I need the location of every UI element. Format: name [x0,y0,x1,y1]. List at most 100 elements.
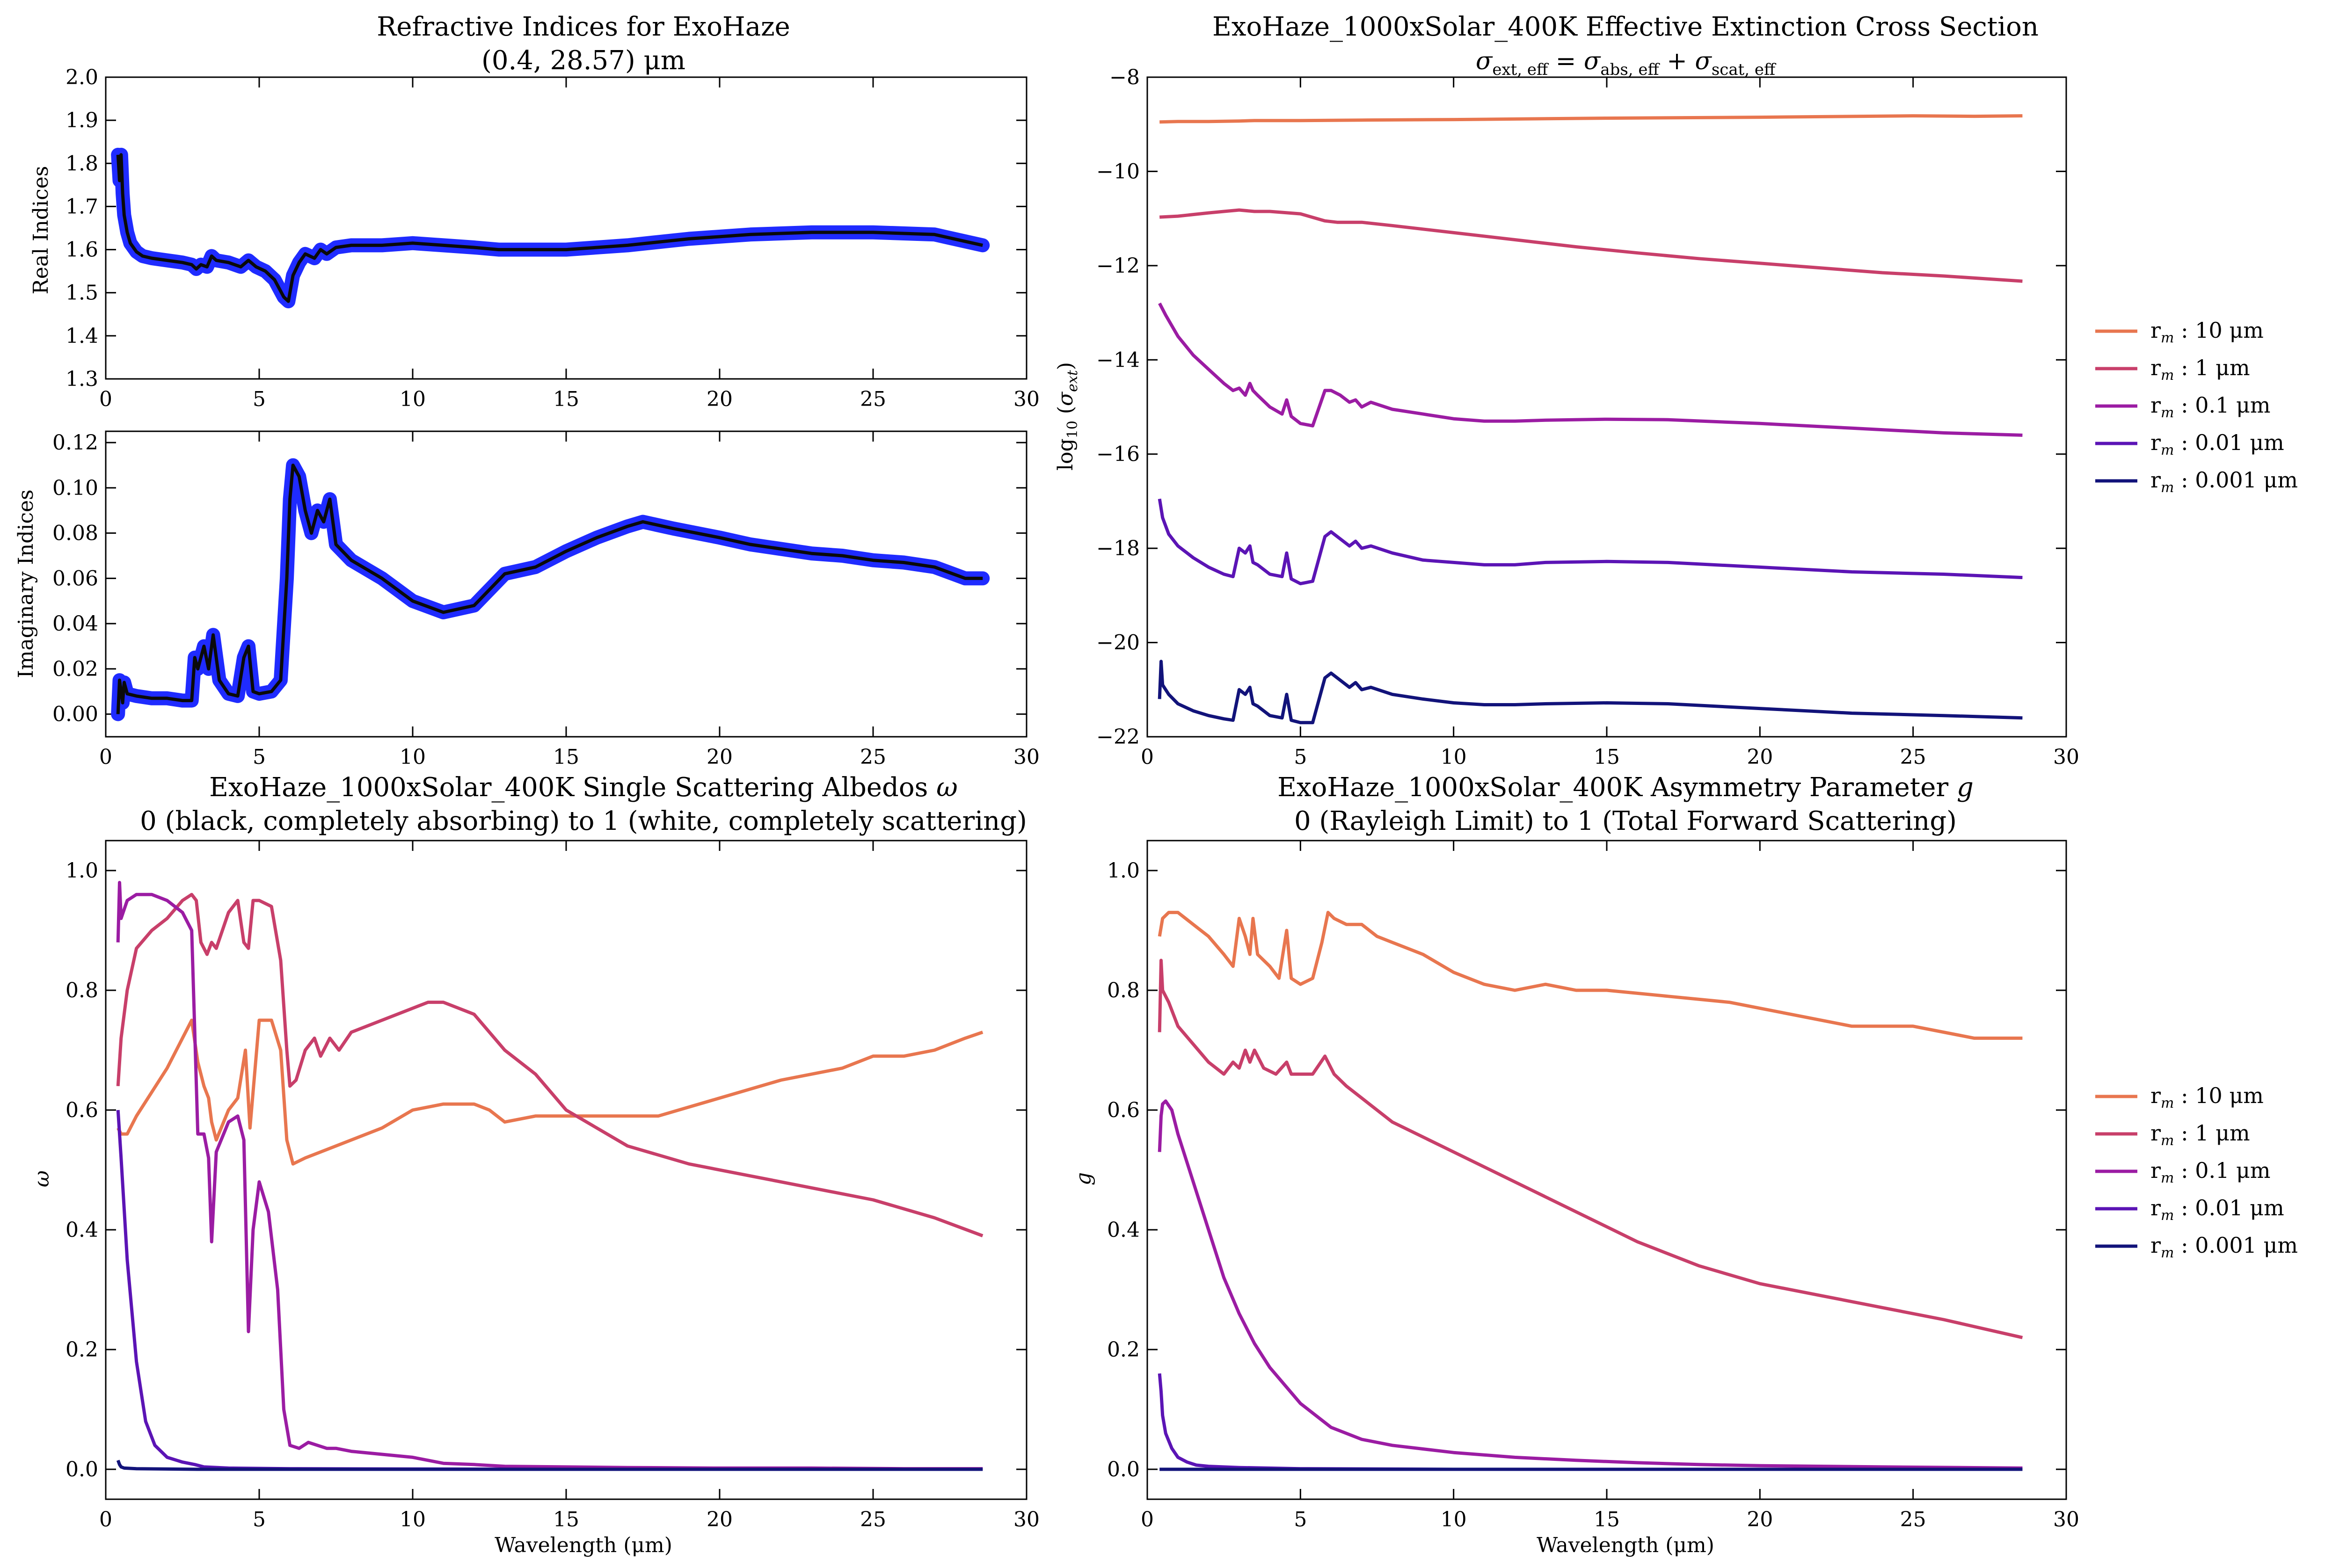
extinction-plot: 0 5 10 15 20 25 30 −22 −20 −18 −16 −14 −12 −10 −8 [1096,65,2079,769]
extinction-legend-label: : 0.1 μm [2174,392,2270,418]
albedo-ytick-label: 0.8 [66,979,98,1002]
albedo-title-text: ExoHaze_1000xSolar_400K Single Scatterin… [209,772,928,803]
extinction-ytick-label: −12 [1096,254,1140,278]
albedo-ytick-label: 0.0 [66,1458,98,1481]
extinction-xtick-label: 25 [1900,745,1926,769]
extinction-legend-sub: m [2161,367,2174,384]
asymmetry-legend-sub: m [2161,1170,2174,1186]
extinction-subtitle-eq: = [1548,47,1584,75]
albedo-ylabel: ω [30,1170,54,1187]
imaginary-indices-line [116,464,983,714]
imaginary-indices-xtick-label: 30 [1013,745,1040,769]
albedo-xtick-label: 25 [860,1508,886,1532]
extinction-subtitle-plus: + [1659,47,1695,75]
asymmetry-legend-label: : 0.001 μm [2174,1233,2298,1258]
extinction-ytick-label: −20 [1096,631,1140,655]
extinction-subtitle-sub-3: scat, eff [1712,60,1777,79]
asymmetry-legend-entry: rm : 0.1 μm [2150,1158,2271,1186]
real-indices-ytick-label: 1.4 [66,324,98,348]
extinction-ylabel-log-sub: 10 [1064,421,1081,438]
real-indices-ytick-label: 1.5 [66,281,98,305]
asymmetry-legend-entry: rm : 0.001 μm [2150,1233,2298,1261]
extinction-legend-entry: rm : 0.001 μm [2150,467,2298,496]
extinction-legend-sub: m [2161,405,2174,421]
albedo-title: ExoHaze_1000xSolar_400K Single Scatterin… [209,772,958,803]
extinction-series-4 [1158,660,2023,725]
extinction-subtitle-sigma-1: σ [1476,47,1493,75]
imaginary-indices-ytick-label: 0.06 [52,566,98,590]
asymmetry-plot: 0 5 10 15 20 25 30 0.0 0.2 0.4 0.6 0.8 1.0 [1107,840,2079,1532]
asymmetry-ytick-label: 0.0 [1107,1458,1140,1481]
albedo-xtick-label: 10 [400,1508,426,1532]
imaginary-indices-ytick-label: 0.02 [52,657,98,681]
asymmetry-legend-sub: m [2161,1207,2174,1224]
imaginary-indices-xtick-label: 10 [400,745,426,769]
extinction-xtick-label: 20 [1747,745,1773,769]
albedo-plot: 0 5 10 15 20 25 30 0.0 0.2 0.4 0.6 0.8 1.0 [66,840,1040,1532]
extinction-xtick-label: 10 [1441,745,1467,769]
albedo-series-4 [116,1459,983,1471]
real-indices-ytick-label: 2.0 [66,65,98,89]
imaginary-indices-ytick-label: 0.12 [52,431,98,455]
imaginary-indices-ytick-label: 0.08 [52,522,98,545]
asymmetry-xlabel: Wavelength (μm) [1537,1533,1714,1557]
asymmetry-series-0 [1158,911,2023,1040]
real-indices-xtick-label: 5 [253,387,266,411]
extinction-ylabel: log10 (σext) [1054,362,1081,471]
extinction-legend-prefix: r [2150,467,2161,493]
asymmetry-xtick-label: 10 [1441,1508,1467,1532]
albedo-ytick-label: 1.0 [66,859,98,883]
real-indices-plot: 0 5 10 15 20 25 30 1.3 1.4 1.5 1.6 1.7 1.8 1.9 2.0 [66,65,1040,411]
extinction-subtitle: σext, eff = σabs, eff + σscat, eff [1476,47,1777,79]
extinction-legend-sub: m [2161,442,2174,458]
extinction-legend-prefix: r [2150,355,2161,380]
real-indices-xtick-label: 30 [1013,387,1040,411]
asymmetry-subtitle: 0 (Rayleigh Limit) to 1 (Total Forward S… [1294,806,1957,836]
extinction-xtick-label: 0 [1141,745,1154,769]
asymmetry-xtick-label: 20 [1747,1508,1773,1532]
asymmetry-frame [1146,840,2067,1500]
extinction-legend-prefix: r [2150,430,2161,455]
asymmetry-legend-prefix: r [2150,1195,2161,1220]
asymmetry-ytick-label: 1.0 [1107,859,1140,883]
real-indices-ytick-label: 1.6 [66,238,98,262]
extinction-ylabel-log: log [1054,438,1078,471]
asymmetry-legend-sub: m [2161,1132,2174,1149]
asymmetry-legend-entry: rm : 1 μm [2150,1120,2250,1149]
extinction-ytick-label: −10 [1096,160,1140,183]
extinction-series-1 [1159,208,2023,283]
extinction-xtick-label: 30 [2053,745,2079,769]
extinction-subtitle-sub-2: abs, eff [1600,60,1660,79]
albedo-xtick-label: 30 [1013,1508,1040,1532]
albedo-xtick-label: 0 [99,1508,112,1532]
asymmetry-legend-label: : 0.1 μm [2174,1158,2270,1183]
asymmetry-xtick-label: 25 [1900,1508,1926,1532]
albedo-xtick-label: 15 [553,1508,579,1532]
albedo-ytick-label: 0.4 [66,1218,98,1242]
imaginary-indices-xtick-label: 20 [707,745,733,769]
asymmetry-xtick-label: 15 [1594,1508,1620,1532]
extinction-ylabel-sub: ext [1064,370,1081,392]
extinction-legend-sub: m [2161,479,2174,496]
albedo-title-symbol: ω [936,772,958,803]
extinction-legend-label: : 1 μm [2174,355,2250,380]
extinction-legend-prefix: r [2150,392,2161,418]
real-indices-ytick-label: 1.3 [66,367,98,391]
extinction-subtitle-sub-1: ext, eff [1492,60,1549,79]
asymmetry-xtick-label: 0 [1141,1508,1154,1532]
extinction-xtick-label: 15 [1594,745,1620,769]
real-indices-line [116,153,983,303]
albedo-ytick-label: 0.6 [66,1098,98,1122]
imaginary-indices-ylabel: Imaginary Indices [14,489,38,678]
real-indices-xtick-label: 0 [99,387,112,411]
albedo-series-1 [116,893,984,1238]
albedo-series-2 [116,881,983,1471]
albedo-frame [105,840,1028,1500]
extinction-ylabel-open: ( [1054,406,1078,421]
real-indices-xtick-label: 15 [553,387,579,411]
real-indices-xtick-label: 10 [400,387,426,411]
extinction-ytick-label: −16 [1096,443,1140,466]
